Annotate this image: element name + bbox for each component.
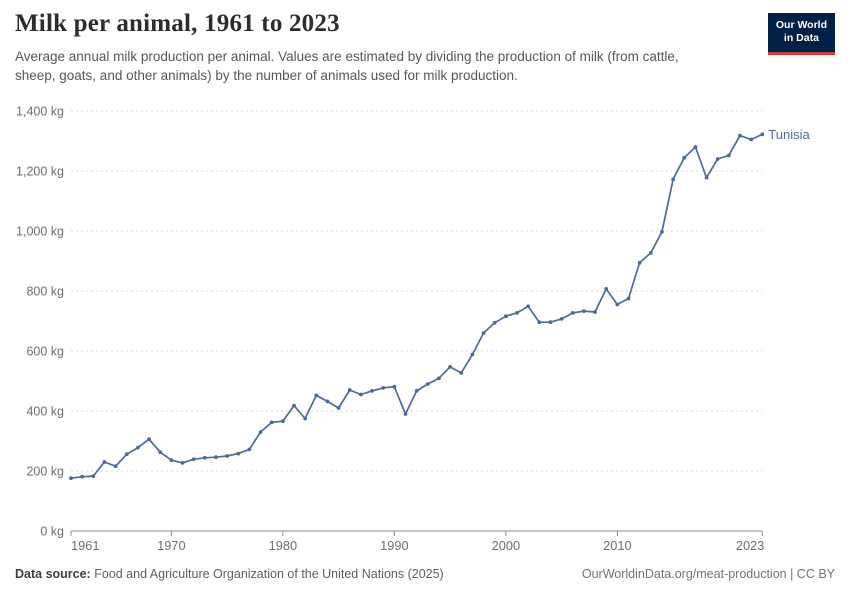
data-point-2003[interactable]: [537, 320, 542, 325]
page-title: Milk per animal, 1961 to 2023: [15, 10, 340, 37]
data-point-2016[interactable]: [682, 155, 687, 160]
chart-header: Milk per animal, 1961 to 2023 Average an…: [15, 10, 755, 85]
data-point-1982[interactable]: [303, 416, 308, 421]
data-point-1962[interactable]: [80, 474, 85, 479]
data-point-2008[interactable]: [593, 310, 597, 314]
data-point-1975[interactable]: [225, 454, 230, 458]
data-point-1967[interactable]: [136, 445, 140, 450]
data-point-2023[interactable]: [760, 132, 765, 137]
data-point-1996[interactable]: [459, 371, 464, 375]
data-point-1970[interactable]: [169, 458, 174, 463]
chart-subtitle: Average annual milk production per anima…: [15, 49, 679, 83]
data-point-1998[interactable]: [481, 331, 486, 335]
data-point-1963[interactable]: [91, 474, 96, 478]
data-point-2013[interactable]: [648, 251, 653, 255]
data-line-tunisia[interactable]: [70, 133, 764, 480]
data-point-2021[interactable]: [738, 133, 742, 138]
data-point-1990[interactable]: [392, 384, 397, 389]
data-source-text: Food and Agriculture Organization of the…: [90, 567, 444, 581]
data-point-1977[interactable]: [247, 447, 252, 452]
data-point-1984[interactable]: [325, 399, 330, 404]
data-point-2017[interactable]: [693, 145, 698, 149]
data-point-1989[interactable]: [381, 386, 386, 390]
data-point-2011[interactable]: [626, 296, 631, 301]
data-point-2019[interactable]: [715, 157, 720, 161]
x-tick-label-2023: 2023: [736, 538, 764, 553]
data-point-2001[interactable]: [515, 311, 519, 315]
data-point-1973[interactable]: [202, 455, 207, 460]
y-tick-label-1200kg: 1,200 kg: [16, 165, 64, 179]
data-point-1972[interactable]: [191, 457, 196, 462]
data-point-2012[interactable]: [637, 260, 642, 265]
chart-footer: Data source: Food and Agriculture Organi…: [15, 567, 835, 581]
data-point-2009[interactable]: [604, 287, 609, 291]
data-point-1987[interactable]: [359, 392, 363, 397]
y-tick-label-0kg: 0 kg: [40, 525, 64, 539]
data-point-1966[interactable]: [124, 452, 129, 457]
data-point-1997[interactable]: [470, 352, 475, 357]
y-tick-label-1400kg: 1,400 kg: [16, 105, 64, 119]
data-point-1985[interactable]: [336, 406, 341, 410]
data-source-label: Data source:: [15, 567, 91, 581]
data-point-2006[interactable]: [570, 311, 575, 315]
data-point-1983[interactable]: [314, 393, 319, 398]
owid-logo-line1: Our World: [775, 19, 827, 31]
data-point-1994[interactable]: [437, 376, 441, 381]
data-point-1979[interactable]: [269, 420, 274, 425]
data-point-1981[interactable]: [292, 403, 296, 408]
y-tick-label-1000kg: 1,000 kg: [16, 225, 64, 239]
data-point-2000[interactable]: [503, 314, 508, 319]
data-point-2022[interactable]: [749, 137, 754, 142]
data-point-1968[interactable]: [147, 437, 151, 442]
data-point-1965[interactable]: [113, 464, 118, 469]
y-tick-label-200kg: 200 kg: [26, 465, 64, 479]
y-tick-label-400kg: 400 kg: [26, 405, 64, 419]
data-point-1974[interactable]: [214, 455, 218, 460]
data-point-2007[interactable]: [582, 309, 586, 313]
owid-logo-line2: in Data: [783, 32, 819, 45]
data-point-1986[interactable]: [347, 388, 352, 392]
data-point-1964[interactable]: [102, 460, 107, 464]
data-point-1992[interactable]: [414, 389, 419, 393]
data-point-2002[interactable]: [526, 304, 531, 309]
x-tick-label-1961: 1961: [71, 538, 99, 553]
data-point-2015[interactable]: [671, 177, 675, 182]
x-tick-label-1990: 1990: [380, 538, 408, 553]
data-point-1991[interactable]: [403, 412, 408, 416]
data-point-1988[interactable]: [370, 389, 374, 393]
x-tick-label-1970: 1970: [157, 538, 185, 553]
x-tick-label-2010: 2010: [603, 538, 631, 553]
data-point-1971[interactable]: [180, 461, 185, 465]
x-tick-label-1980: 1980: [269, 538, 297, 553]
y-tick-label-800kg: 800 kg: [26, 285, 64, 299]
data-point-1961[interactable]: [69, 476, 73, 481]
data-source: Data source: Food and Agriculture Organi…: [15, 567, 444, 581]
data-point-2020[interactable]: [726, 153, 731, 158]
owid-logo[interactable]: Our World in Data: [767, 13, 835, 56]
data-point-1999[interactable]: [492, 320, 497, 325]
data-point-1993[interactable]: [425, 382, 430, 386]
data-point-2018[interactable]: [704, 175, 709, 180]
data-point-2010[interactable]: [615, 302, 620, 307]
data-point-1980[interactable]: [280, 419, 285, 424]
data-point-1995[interactable]: [448, 365, 452, 369]
data-point-1978[interactable]: [258, 430, 263, 434]
data-point-1969[interactable]: [158, 450, 163, 454]
series-label-tunisia: Tunisia: [768, 127, 810, 142]
y-tick-label-600kg: 600 kg: [26, 345, 64, 359]
data-point-1976[interactable]: [236, 451, 241, 456]
x-tick-label-2000: 2000: [492, 538, 520, 553]
attribution-link[interactable]: OurWorldinData.org/meat-production | CC …: [581, 567, 835, 581]
data-point-2004[interactable]: [548, 320, 553, 325]
data-point-2005[interactable]: [559, 317, 564, 321]
data-point-2014[interactable]: [660, 230, 664, 234]
